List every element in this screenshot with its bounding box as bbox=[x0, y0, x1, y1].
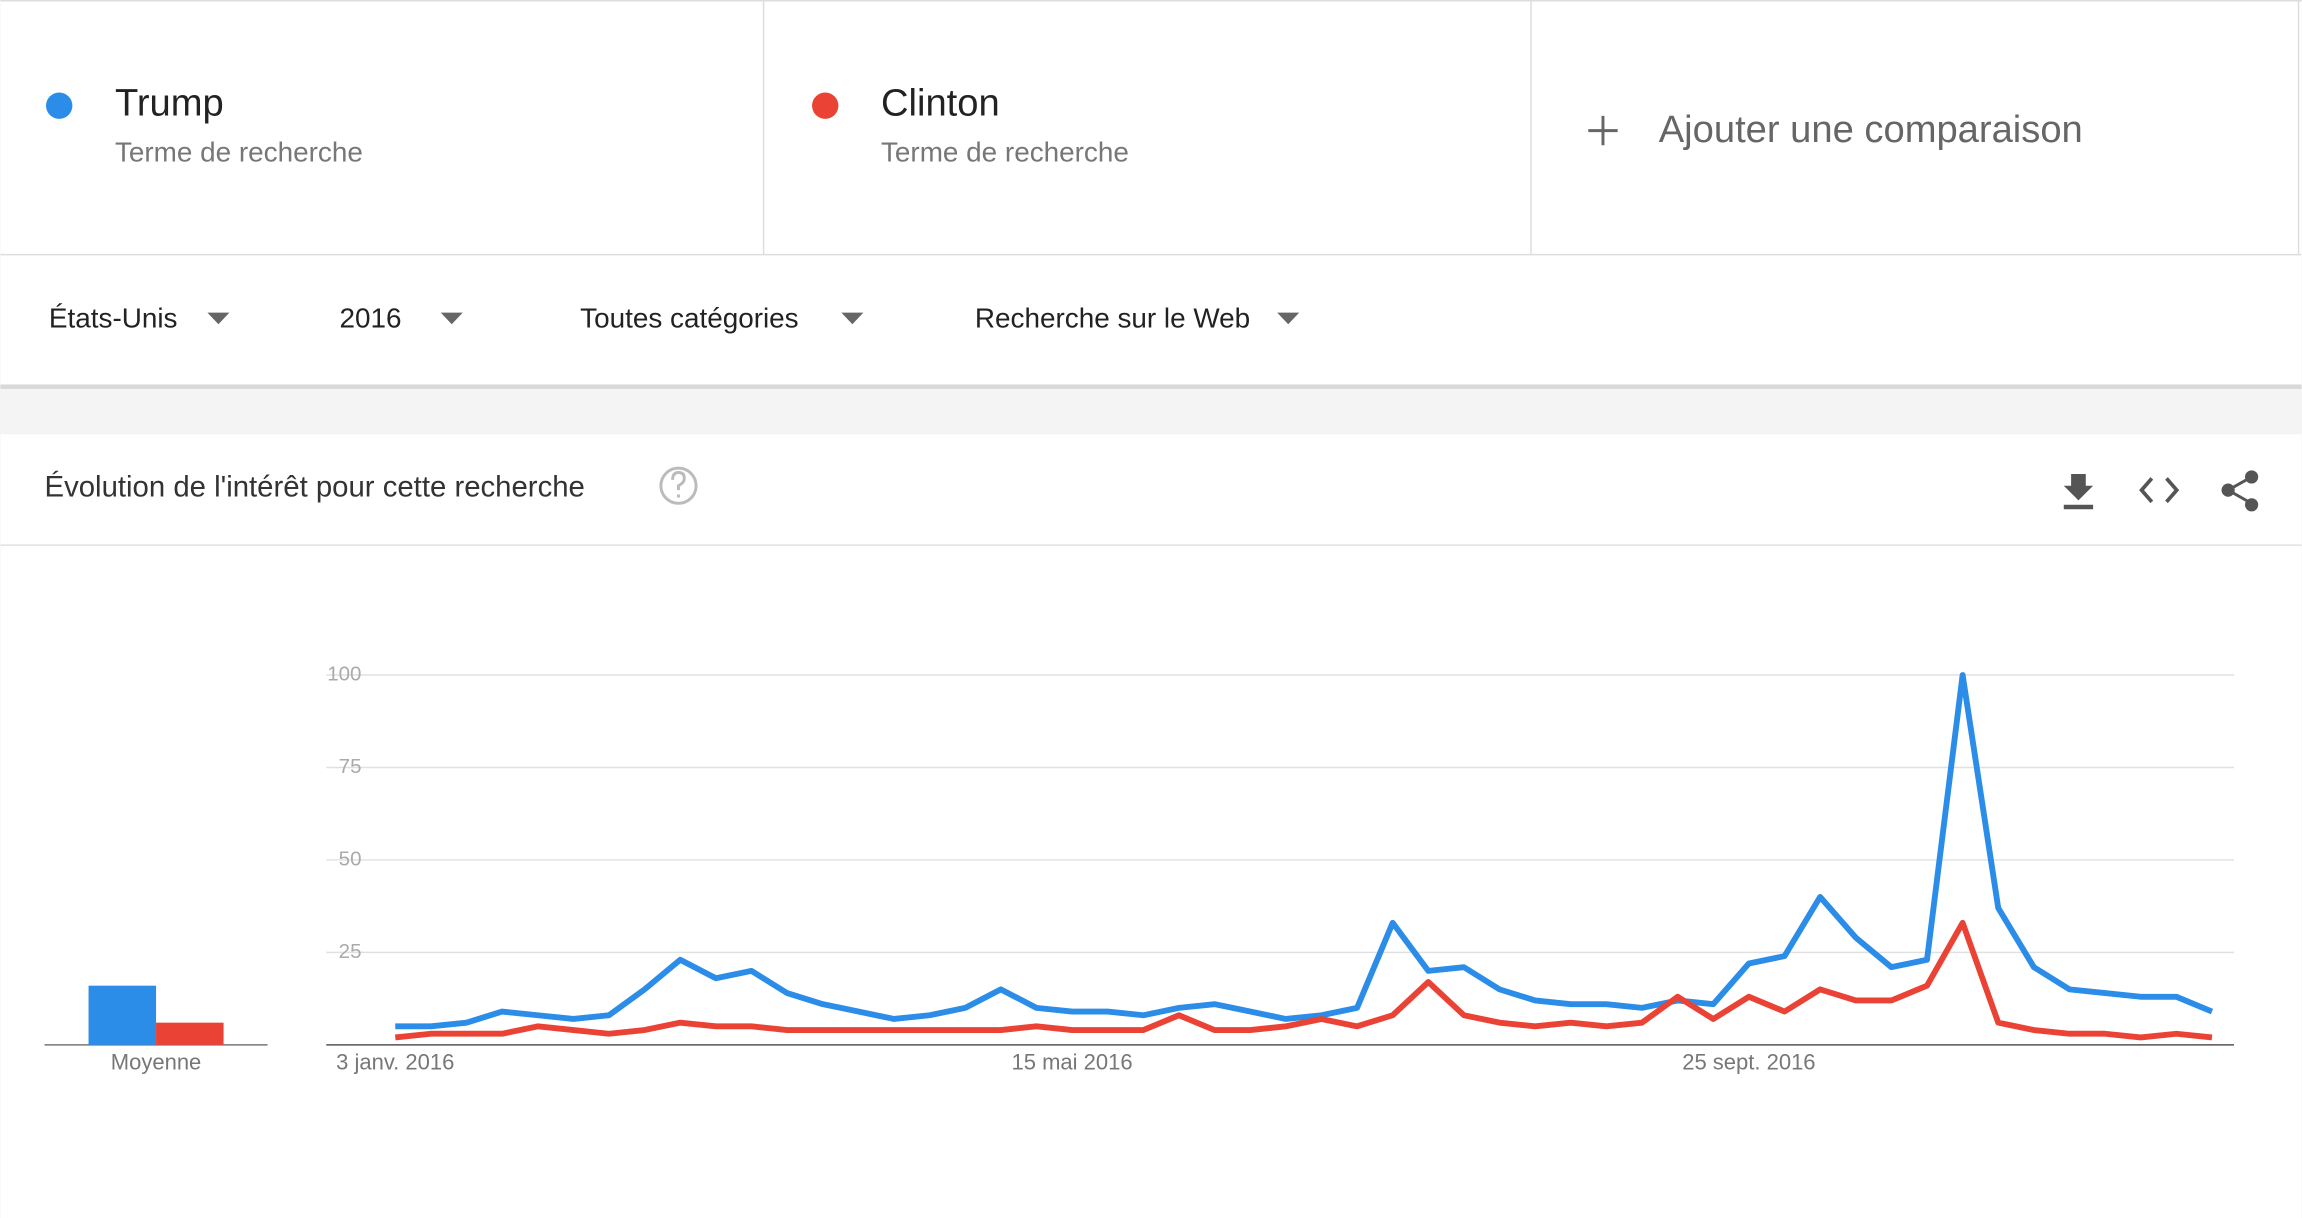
filter[interactable]: États-Unis bbox=[49, 302, 230, 333]
y-tick-label: 75 bbox=[339, 755, 362, 778]
series-line bbox=[394, 919, 2213, 1041]
filter-label: États-Unis bbox=[49, 302, 178, 333]
filter[interactable]: 2016 bbox=[339, 302, 463, 333]
filter-label: Toutes catégories bbox=[580, 302, 798, 333]
average-label: Moyenne bbox=[111, 1050, 202, 1075]
dropdown-arrow bbox=[841, 312, 864, 325]
x-tick-label: 3 janv. 2016 bbox=[336, 1050, 454, 1075]
share-node bbox=[2221, 483, 2235, 497]
average-bar bbox=[156, 1022, 224, 1045]
average-bar bbox=[88, 985, 157, 1045]
dropdown-arrow bbox=[207, 312, 230, 325]
add-comparison-label: Ajouter une comparaison bbox=[1659, 108, 2083, 151]
x-tick-label: 15 mai 2016 bbox=[1012, 1050, 1133, 1075]
x-tick-label: 25 sept. 2016 bbox=[1682, 1050, 1815, 1075]
filter[interactable]: Recherche sur le Web bbox=[975, 302, 1300, 333]
y-tick-label: 100 bbox=[327, 662, 361, 685]
filter-label: Recherche sur le Web bbox=[975, 302, 1250, 333]
term-card[interactable]: Trump Terme de recherche bbox=[45, 82, 363, 168]
filter-bar bbox=[0, 255, 2302, 385]
share-icon[interactable] bbox=[2221, 470, 2259, 512]
help-circle bbox=[659, 466, 698, 505]
add-comparison[interactable]: Ajouter une comparaison bbox=[1588, 108, 2083, 151]
filter[interactable]: Toutes catégories bbox=[580, 302, 864, 333]
term-card[interactable]: Clinton Terme de recherche bbox=[812, 82, 1129, 168]
dropdown-arrow bbox=[1277, 312, 1300, 325]
series-line bbox=[395, 672, 2214, 1030]
term-name: Clinton bbox=[881, 82, 1000, 125]
term-subtitle: Terme de recherche bbox=[881, 136, 1129, 167]
download-icon[interactable] bbox=[2063, 473, 2094, 510]
embed-glyph bbox=[2139, 477, 2180, 504]
y-tick-label: 50 bbox=[339, 847, 362, 870]
term-name: Trump bbox=[115, 82, 224, 125]
help-mark bbox=[671, 471, 686, 498]
help-icon[interactable] bbox=[659, 466, 698, 505]
share-node bbox=[2244, 470, 2259, 484]
chart-title: Évolution de l'intérêt pour cette recher… bbox=[45, 470, 585, 503]
embed-icon[interactable] bbox=[2139, 477, 2180, 504]
chart-card bbox=[0, 434, 2302, 1218]
term-dot bbox=[45, 92, 73, 119]
y-tick-label: 25 bbox=[339, 940, 362, 963]
shadow bbox=[0, 384, 2302, 389]
plus-icon bbox=[1588, 115, 1618, 146]
share-node bbox=[2244, 498, 2259, 512]
dropdown-arrow bbox=[440, 312, 463, 325]
term-subtitle: Terme de recherche bbox=[115, 136, 363, 167]
download-glyph bbox=[2063, 473, 2094, 510]
term-dot bbox=[812, 92, 839, 119]
filter-label: 2016 bbox=[339, 302, 401, 333]
term-bar bbox=[0, 0, 2302, 256]
